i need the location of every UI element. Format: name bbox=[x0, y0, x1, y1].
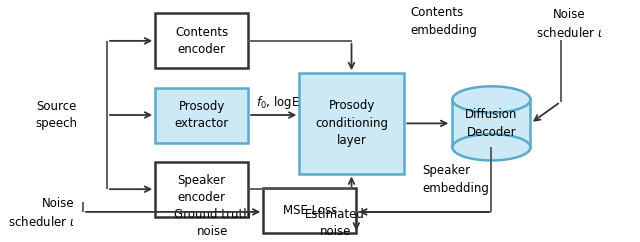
Text: Noise
scheduler $\iota$: Noise scheduler $\iota$ bbox=[8, 197, 74, 229]
FancyBboxPatch shape bbox=[263, 188, 356, 234]
Text: Prosody
conditioning
layer: Prosody conditioning layer bbox=[316, 99, 388, 147]
Text: Diffusion
Decoder: Diffusion Decoder bbox=[465, 108, 518, 139]
Bar bbox=[452, 99, 531, 147]
Text: Ground truth
noise: Ground truth noise bbox=[174, 208, 250, 238]
FancyBboxPatch shape bbox=[155, 88, 248, 143]
FancyBboxPatch shape bbox=[155, 13, 248, 68]
FancyBboxPatch shape bbox=[155, 162, 248, 217]
Text: Prosody
extractor: Prosody extractor bbox=[175, 100, 228, 130]
Text: Contents
embedding: Contents embedding bbox=[410, 7, 477, 37]
Text: Contents
encoder: Contents encoder bbox=[175, 26, 228, 56]
Text: Estimated
noise: Estimated noise bbox=[305, 208, 365, 238]
FancyBboxPatch shape bbox=[300, 73, 404, 174]
Text: MSE Loss: MSE Loss bbox=[283, 204, 337, 217]
Ellipse shape bbox=[452, 134, 531, 160]
Text: Speaker
embedding: Speaker embedding bbox=[422, 164, 489, 195]
Ellipse shape bbox=[452, 86, 531, 113]
Text: Noise
scheduler $\iota$: Noise scheduler $\iota$ bbox=[536, 8, 603, 40]
Text: Source
speech: Source speech bbox=[35, 100, 77, 130]
Text: $f_0$, logE: $f_0$, logE bbox=[257, 94, 300, 111]
Text: Speaker
encoder: Speaker encoder bbox=[177, 174, 226, 204]
